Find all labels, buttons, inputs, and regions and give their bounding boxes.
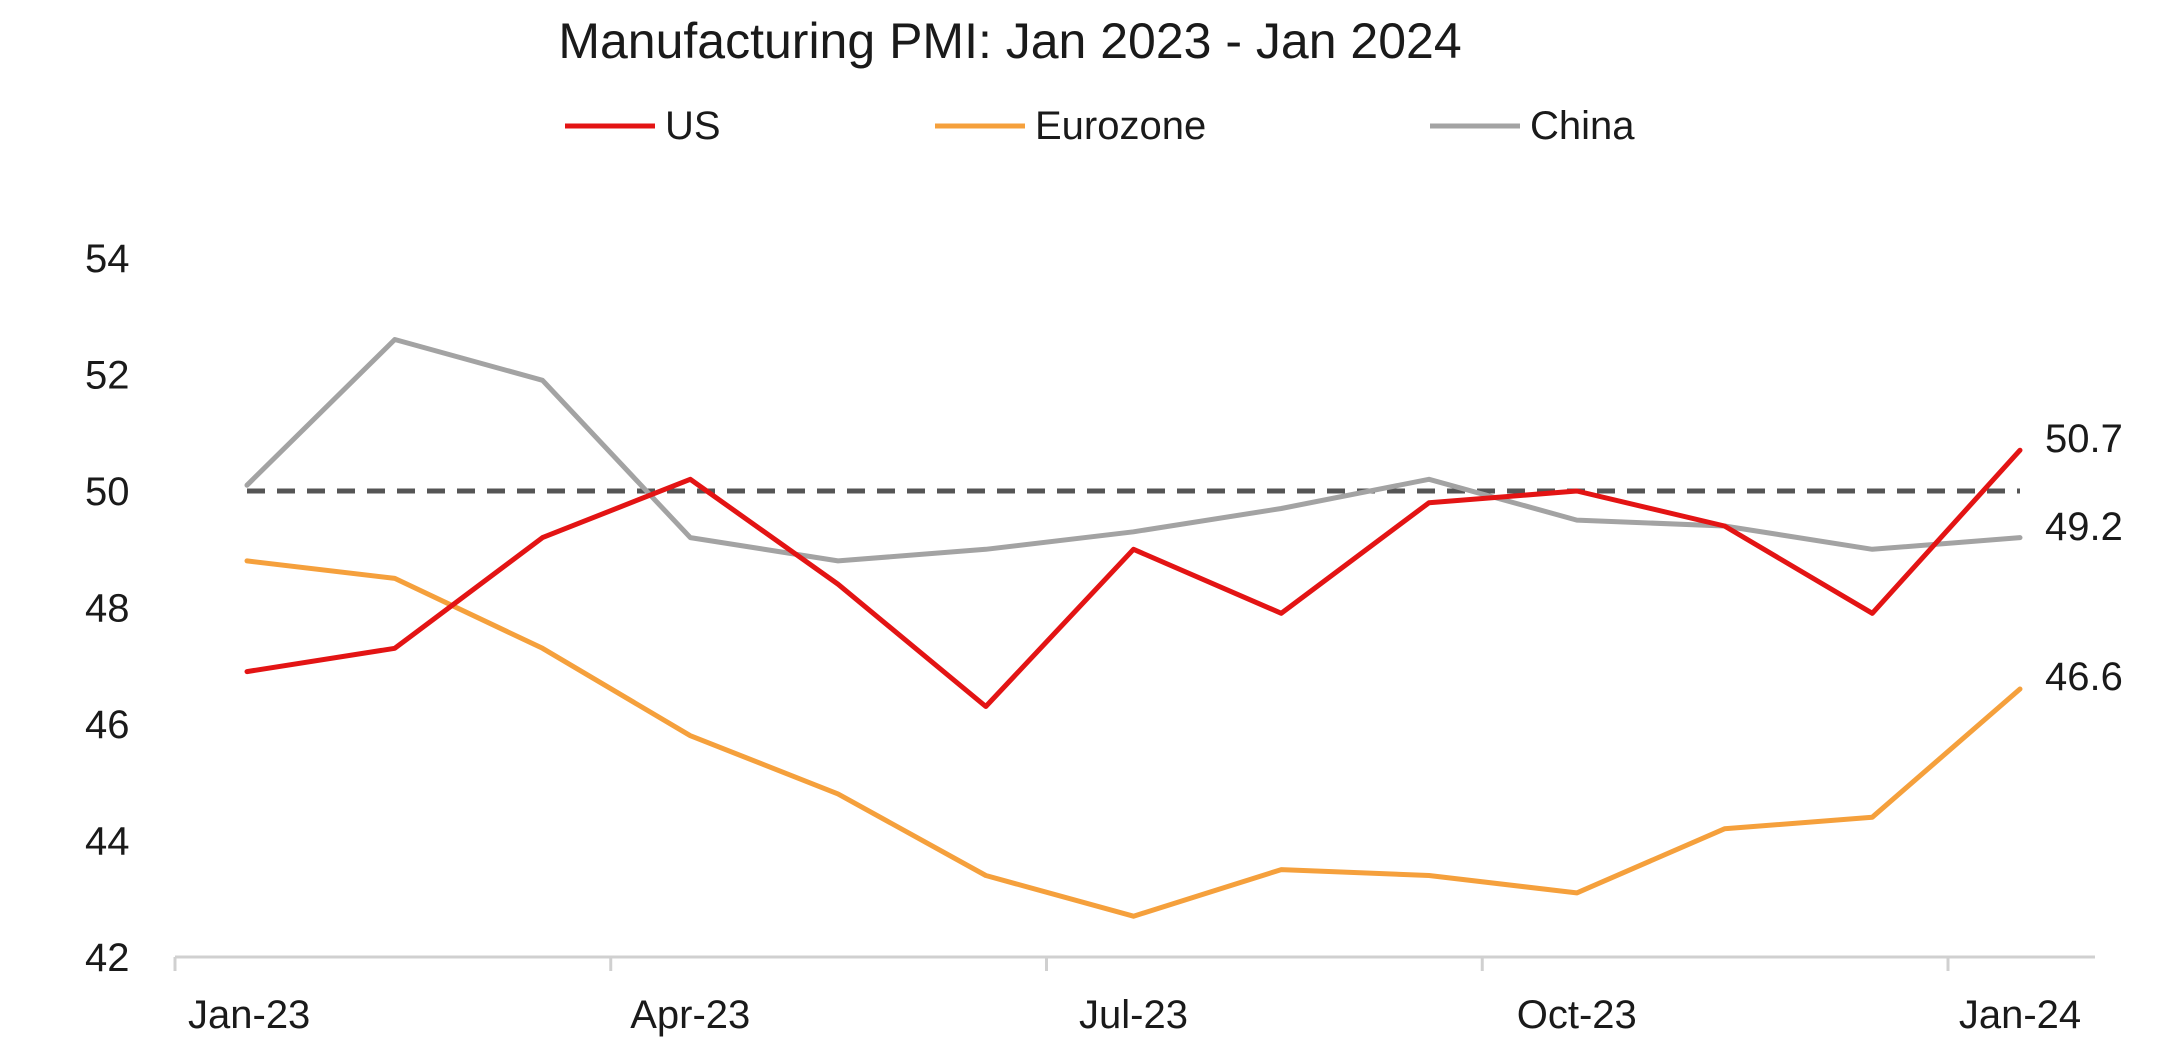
y-tick-label: 46	[85, 703, 130, 747]
end-labels: 50.7 46.6 49.2	[2045, 417, 2123, 699]
series-line-us	[244, 447, 2023, 709]
x-tick-label: Oct-23	[1517, 993, 1637, 1037]
x-tick-label: Jan-23	[188, 993, 310, 1037]
x-tick-label: Jul-23	[1079, 993, 1188, 1037]
legend-label-china: China	[1530, 104, 1635, 148]
series-line-eurozone	[244, 558, 2023, 919]
y-axis: 42 44 46 48 50 52 54	[85, 237, 130, 980]
y-tick-label: 52	[85, 354, 130, 398]
y-tick-label: 42	[85, 936, 130, 980]
end-label-china: 49.2	[2045, 505, 2123, 549]
y-tick-label: 50	[85, 470, 130, 514]
series-line-china	[244, 337, 2023, 564]
legend-label-eurozone: Eurozone	[1035, 104, 1206, 148]
legend: US Eurozone China	[565, 104, 1635, 148]
end-label-us: 50.7	[2045, 417, 2123, 461]
y-tick-label: 48	[85, 587, 130, 631]
series-group	[244, 337, 2023, 919]
end-label-eurozone: 46.6	[2045, 655, 2123, 699]
chart-title: Manufacturing PMI: Jan 2023 - Jan 2024	[558, 13, 1461, 69]
y-tick-label: 54	[85, 237, 130, 281]
x-tick-label: Apr-23	[630, 993, 750, 1037]
y-tick-label: 44	[85, 820, 130, 864]
x-axis: Jan-23 Apr-23 Jul-23 Oct-23 Jan-24	[173, 955, 2095, 1037]
x-tick-label: Jan-24	[1959, 993, 2081, 1037]
legend-label-us: US	[665, 104, 721, 148]
